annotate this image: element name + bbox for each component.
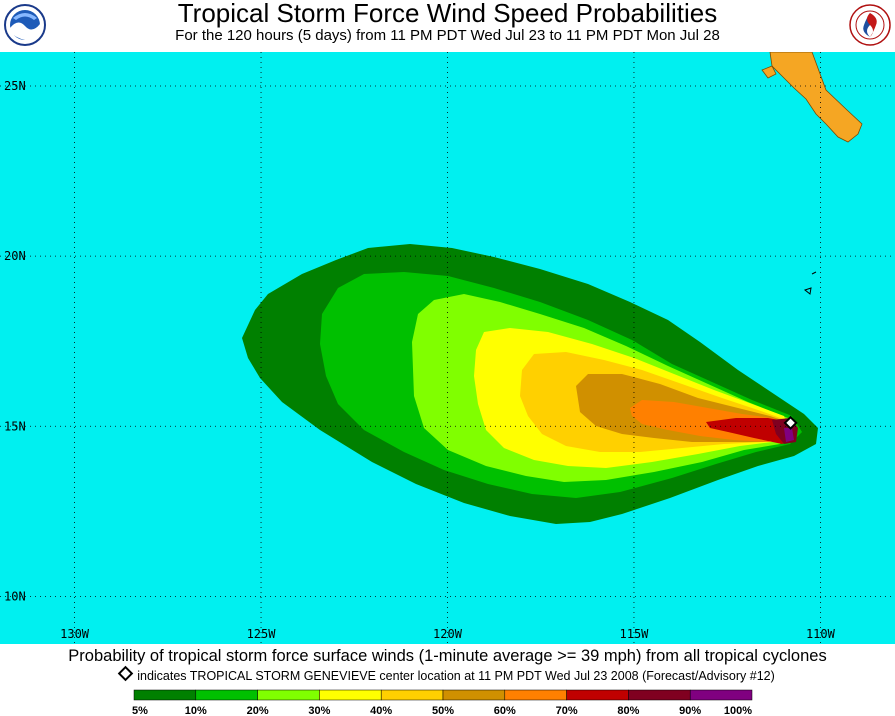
legend-label: 90% <box>679 705 701 716</box>
longitude-label: 120W <box>433 627 463 641</box>
latitude-label: 15N <box>4 419 26 433</box>
legend-swatch <box>442 689 506 701</box>
advisory-note: indicates TROPICAL STORM GENEVIEVE cente… <box>0 665 895 684</box>
national-weather-service-logo <box>849 4 891 46</box>
legend-swatch <box>689 689 753 701</box>
map-title: Tropical Storm Force Wind Speed Probabil… <box>177 0 718 28</box>
map-subtitle: For the 120 hours (5 days) from 11 PM PD… <box>175 27 720 44</box>
legend-label: 30% <box>308 705 330 716</box>
legend-swatch <box>257 689 320 701</box>
land-island <box>761 65 777 79</box>
legend-swatch <box>504 689 567 701</box>
legend-swatch <box>195 689 258 701</box>
legend-label: 70% <box>556 705 578 716</box>
noaa-logo <box>4 4 46 46</box>
advisory-text: indicates TROPICAL STORM GENEVIEVE cente… <box>137 669 775 683</box>
legend-swatch <box>566 689 629 701</box>
legend-swatch <box>319 689 382 701</box>
legend-label: 60% <box>494 705 516 716</box>
probability-band-90-100 <box>784 428 794 442</box>
probability-map: 25N 20N 15N 10N 130W 125W 120W 115W 110W <box>0 52 895 644</box>
latitude-label: 20N <box>4 249 26 263</box>
land-islet <box>811 271 817 275</box>
latitude-label: 25N <box>4 79 26 93</box>
longitude-label: 110W <box>806 627 836 641</box>
legend-label: 10% <box>185 705 207 716</box>
land-islet <box>803 287 812 295</box>
longitude-label: 130W <box>60 627 90 641</box>
latitude-label: 10N <box>4 589 26 603</box>
legend-swatch <box>133 689 197 701</box>
land-baja-california <box>769 52 863 143</box>
map-caption: Probability of tropical storm force surf… <box>68 647 827 665</box>
lat-lon-grid <box>0 52 895 644</box>
legend-label: 100% <box>724 705 752 716</box>
legend-label: 80% <box>617 705 639 716</box>
legend-label: 50% <box>432 705 454 716</box>
legend-label: 5% <box>132 705 148 716</box>
storm-center-marker <box>783 415 798 430</box>
storm-center-marker-icon <box>117 665 134 682</box>
longitude-label: 125W <box>247 627 277 641</box>
legend-label: 40% <box>370 705 392 716</box>
legend-swatch <box>380 689 444 701</box>
longitude-label: 115W <box>620 627 650 641</box>
legend-swatch <box>628 689 691 701</box>
probability-legend: 5% 10% 20% 30% 40% 50% 60% 70% 80% 90% 100% <box>132 689 753 716</box>
header: Tropical Storm Force Wind Speed Probabil… <box>0 0 895 52</box>
legend-label: 20% <box>247 705 269 716</box>
